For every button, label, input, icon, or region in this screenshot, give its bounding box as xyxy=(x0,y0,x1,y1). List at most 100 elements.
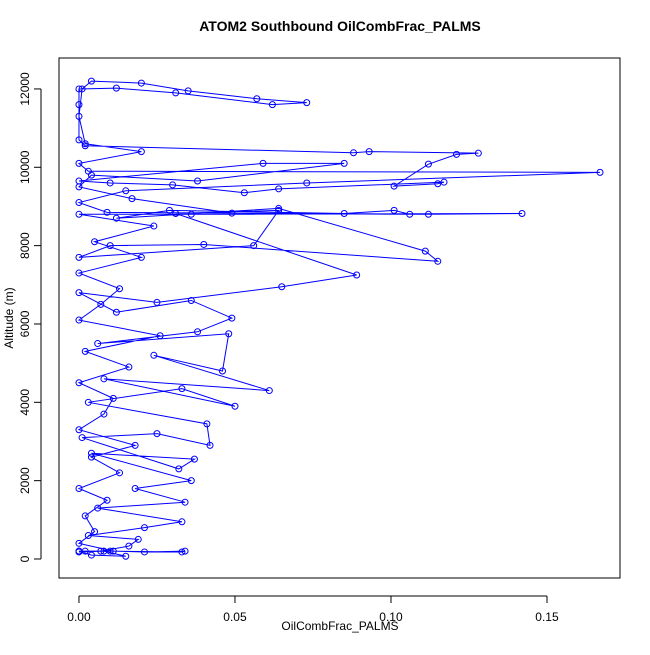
data-point xyxy=(350,149,358,157)
x-tick-label: 0.10 xyxy=(379,610,403,624)
data-point xyxy=(103,208,111,216)
data-point xyxy=(75,101,83,109)
data-point xyxy=(112,84,120,92)
data-point xyxy=(231,402,239,410)
data-point xyxy=(78,434,86,442)
data-point xyxy=(406,210,414,218)
data-point xyxy=(125,542,133,550)
y-tick-label: 2000 xyxy=(18,467,32,494)
data-point xyxy=(206,441,214,449)
data-point xyxy=(187,477,195,485)
plot-frame xyxy=(58,57,621,579)
data-point xyxy=(106,179,114,187)
data-point xyxy=(596,168,604,176)
data-point xyxy=(181,547,189,555)
data-point xyxy=(228,314,236,322)
x-tick-label: 0.15 xyxy=(535,610,559,624)
data-point xyxy=(122,187,130,195)
data-point xyxy=(140,524,148,532)
data-point xyxy=(112,308,120,316)
data-point xyxy=(203,420,211,428)
data-point xyxy=(94,504,102,512)
data-point xyxy=(453,150,461,158)
data-point xyxy=(421,247,429,255)
data-point xyxy=(184,87,192,95)
data-point xyxy=(434,180,442,188)
data-point xyxy=(303,179,311,187)
data-point xyxy=(75,379,83,387)
data-point xyxy=(228,209,236,217)
data-point xyxy=(81,347,89,355)
data-point xyxy=(434,257,442,265)
data-point xyxy=(84,398,92,406)
y-tick-label: 4000 xyxy=(18,389,32,416)
data-point xyxy=(84,531,92,539)
data-point xyxy=(94,340,102,348)
data-point xyxy=(340,210,348,218)
data-point xyxy=(131,441,139,449)
data-point xyxy=(81,512,89,520)
data-point xyxy=(100,547,108,555)
y-tick-label: 6000 xyxy=(18,310,32,337)
data-point xyxy=(134,535,142,543)
data-point xyxy=(153,430,161,438)
data-point xyxy=(353,271,361,279)
data-point xyxy=(303,99,311,107)
data-point xyxy=(91,528,99,536)
data-point xyxy=(365,148,373,156)
y-tick-label: 8000 xyxy=(18,232,32,259)
data-point xyxy=(153,298,161,306)
data-point xyxy=(474,149,482,157)
y-tick-label: 12000 xyxy=(18,72,32,106)
data-point xyxy=(190,455,198,463)
data-point xyxy=(156,332,164,340)
data-point xyxy=(103,496,111,504)
data-point xyxy=(200,240,208,248)
chart-title: ATOM2 Southbound OilCombFrac_PALMS xyxy=(199,18,481,34)
data-point xyxy=(275,204,283,212)
data-point xyxy=(187,210,195,218)
data-point xyxy=(172,210,180,218)
data-point xyxy=(75,210,83,218)
data-point xyxy=(137,253,145,261)
data-point xyxy=(100,410,108,418)
data-point xyxy=(390,206,398,214)
data-point xyxy=(253,95,261,103)
data-point xyxy=(178,548,186,556)
data-point xyxy=(181,498,189,506)
data-point xyxy=(125,363,133,371)
data-point xyxy=(390,182,398,190)
data-point xyxy=(81,142,89,150)
data-point xyxy=(218,367,226,375)
data-point xyxy=(87,453,95,461)
data-point xyxy=(78,85,86,93)
data-point xyxy=(424,160,432,168)
data-point xyxy=(150,222,158,230)
data-point xyxy=(194,177,202,185)
data-point xyxy=(75,136,83,144)
data-point xyxy=(128,195,136,203)
y-axis-label: Altitude (m) xyxy=(2,287,16,348)
data-point xyxy=(172,89,180,97)
data-point xyxy=(97,547,105,555)
data-point xyxy=(109,547,117,555)
data-point xyxy=(87,449,95,457)
data-point xyxy=(75,183,83,191)
data-point xyxy=(75,112,83,120)
data-line xyxy=(77,80,601,557)
data-point xyxy=(116,285,124,293)
data-point xyxy=(100,375,108,383)
data-point xyxy=(109,394,117,402)
data-point xyxy=(75,426,83,434)
data-point xyxy=(268,101,276,109)
data-point xyxy=(340,159,348,167)
data-point xyxy=(75,316,83,324)
data-point xyxy=(150,351,158,359)
data-point xyxy=(259,159,267,167)
data-point xyxy=(140,548,148,556)
data-point xyxy=(278,283,286,291)
data-point xyxy=(187,296,195,304)
